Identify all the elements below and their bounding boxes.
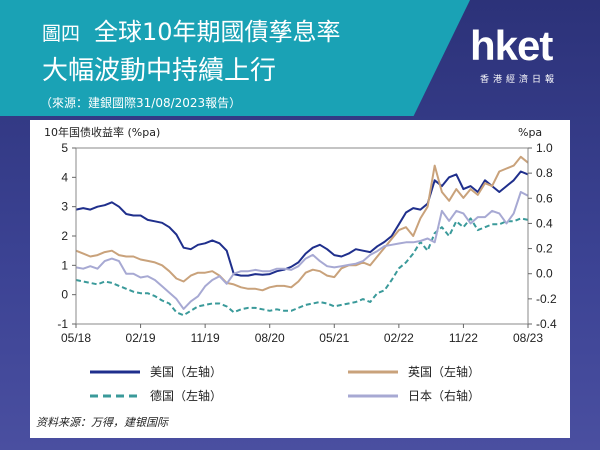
chart-source-note: 资料来源：万得，建银国际 [36,416,169,429]
right-axis-title: %pa [518,126,542,139]
series-line-uk [75,155,529,292]
right-tick-label: 1.0 [536,141,553,155]
chart-axes: 5 4 3 2 1 0 -1 1.0 0.8 0.6 0.4 0.2 0.0 -0.2 -0.4 05/18 0… [57,141,557,345]
legend-label-us: 美国（左轴） [150,364,222,379]
right-tick-label: 0.6 [536,191,553,205]
x-tick-label: 02/22 [384,331,414,345]
series-line-jp [75,191,529,310]
hket-logo-subtitle: 香港經濟日報 [480,75,559,85]
left-tick-label: 5 [61,141,68,155]
left-axis-title: 10年国债收益率 (%pa) [44,125,160,139]
right-tick-label: -0.2 [536,292,557,306]
header-source: （來源：建銀國際31/08/2023報告） [40,96,242,110]
left-tick-label: 0 [61,288,68,302]
x-tick-label: 02/19 [126,331,156,345]
right-tick-label: -0.4 [536,317,557,331]
title-banner [0,0,470,116]
x-tick-label: 08/23 [513,331,543,345]
x-tick-label: 08/20 [255,331,285,345]
right-tick-label: 0.4 [536,216,553,230]
figure-tag: 圖四 [42,23,81,45]
chart-legend: 美国（左轴） 英国（左轴） 德国（左轴） 日本（右轴） [90,364,480,403]
left-tick-label: 2 [61,229,68,243]
legend-label-uk: 英国（左轴） [408,364,480,379]
x-tick-label: 05/21 [319,331,349,345]
page-title: 圖四 全球10年期國債孳息率 [42,12,341,47]
left-tick-label: -1 [57,317,68,331]
legend-label-de: 德国（左轴） [150,388,222,403]
chart-series [75,155,529,317]
x-tick-label: 05/18 [61,331,91,345]
series-line-de [75,217,529,317]
right-tick-label: 0.0 [536,267,553,281]
x-tick-label: 11/22 [449,331,478,345]
left-tick-label: 1 [61,258,68,272]
legend-label-jp: 日本（右轴） [408,388,480,403]
plot-frame [75,147,529,325]
right-tick-label: 0.8 [536,166,553,180]
yield-chart: 5 4 3 2 1 0 -1 1.0 0.8 0.6 0.4 0.2 0.0 -0.2 -0.4 05/18 0… [36,125,557,429]
title-line-1: 全球10年期國債孳息率 [94,18,341,46]
chart-panel: 5 4 3 2 1 0 -1 1.0 0.8 0.6 0.4 0.2 0.0 -0.2 -0.4 05/18 0… [30,120,570,438]
series-line-us [75,170,529,277]
left-tick-label: 4 [61,170,68,184]
right-tick-label: 0.2 [536,242,553,256]
title-line-2: 大幅波動中持續上行 [42,56,277,86]
left-tick-label: 3 [61,200,68,214]
x-tick-label: 11/19 [191,331,220,345]
hket-logo: hket [470,22,553,69]
